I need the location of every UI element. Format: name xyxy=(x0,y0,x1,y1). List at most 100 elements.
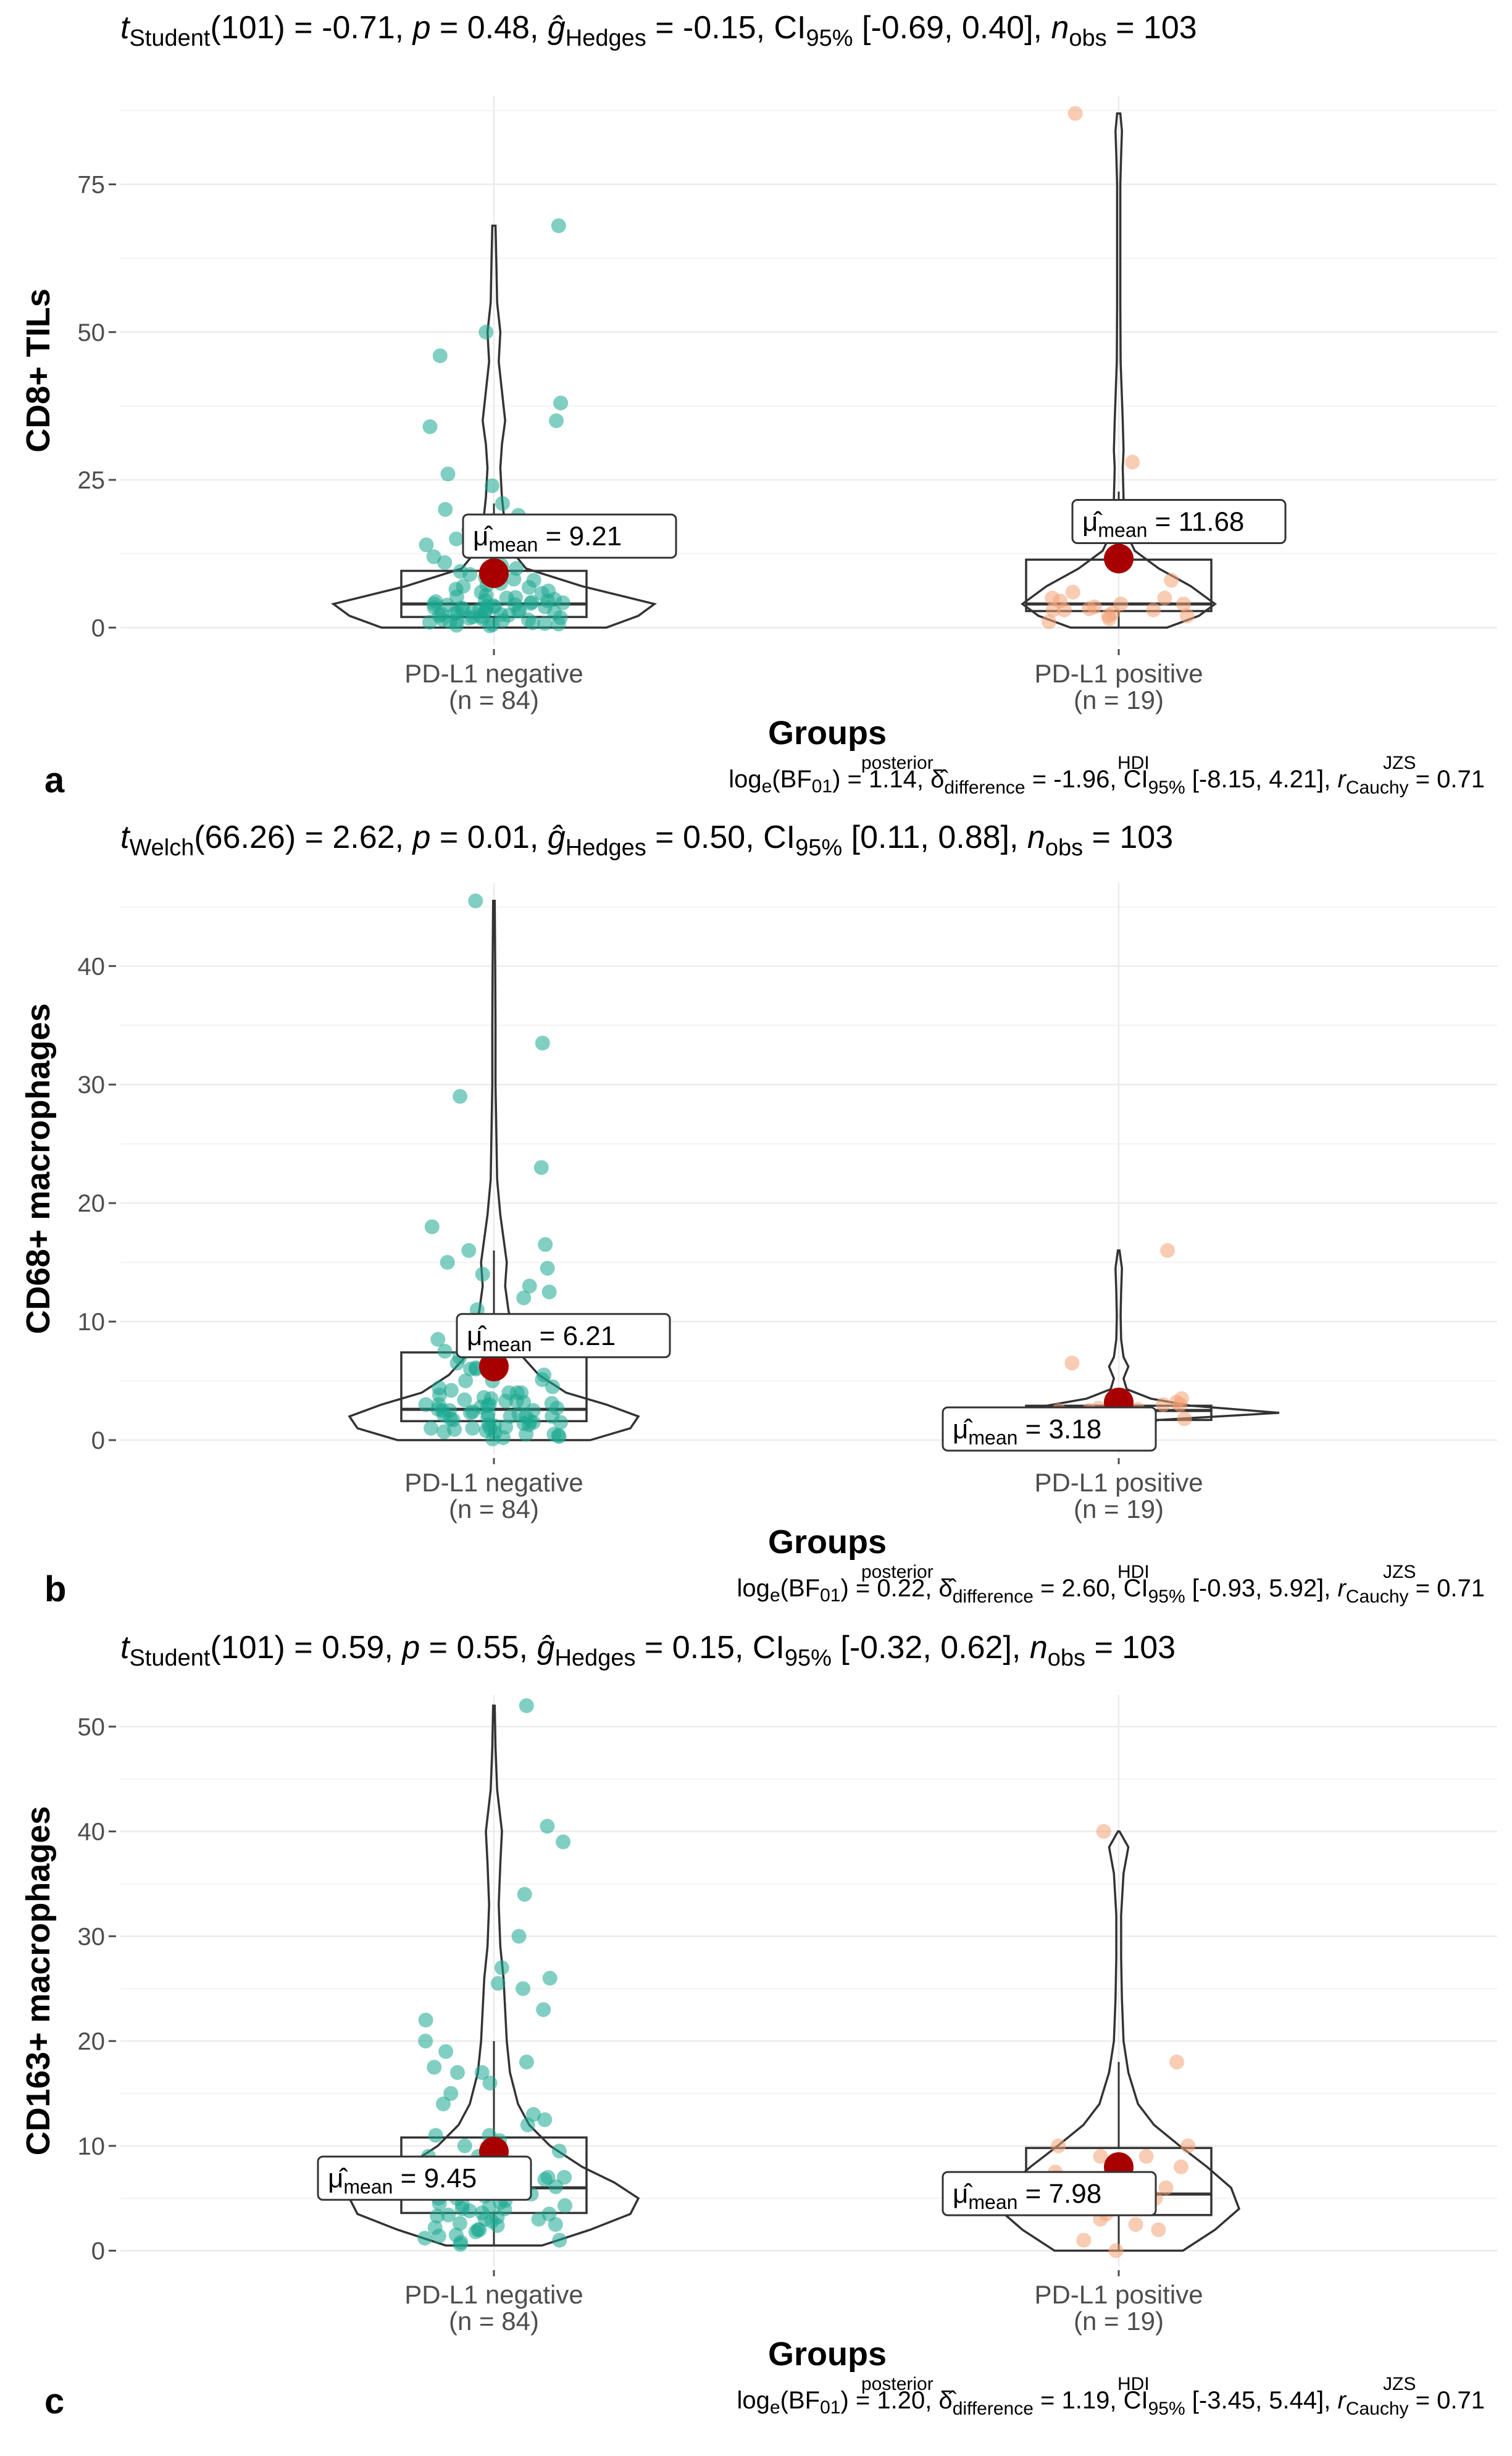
subtitle-eq: = xyxy=(420,1630,456,1666)
mean-value: 9.45 xyxy=(424,2163,477,2194)
data-point xyxy=(537,2172,553,2187)
data-point xyxy=(522,1278,537,1294)
mean-label-text: μ̂mean = 9.45 xyxy=(328,2163,477,2198)
mean-label: μ̂mean = 6.21 xyxy=(456,1313,671,1359)
group-positive: μ̂mean = 7.98 PD-L1 positive(n = 19) xyxy=(942,1824,1241,2336)
mean-point xyxy=(479,558,509,589)
subtitle-sep: , xyxy=(1009,819,1027,855)
data-point xyxy=(431,1397,446,1412)
data-point xyxy=(490,1976,506,1991)
mean-value: 6.21 xyxy=(563,1321,616,1351)
caption-eq: = xyxy=(1409,2387,1437,2414)
mean-label-box xyxy=(317,2155,532,2201)
mean-label-box xyxy=(942,2171,1157,2216)
subtitle-sep: , xyxy=(519,1630,537,1666)
subtitle-sep: , xyxy=(384,1630,402,1666)
data-point xyxy=(476,1389,491,1405)
data-point xyxy=(453,564,468,579)
subtitle-obs: obs xyxy=(1048,1645,1085,1671)
caption-hdi-value: [-3.45, 5.44] xyxy=(1192,2387,1324,2414)
equals-sign: = xyxy=(1017,2179,1048,2209)
mean-subscript: mean xyxy=(488,534,538,556)
caption-space xyxy=(1185,766,1192,793)
data-point xyxy=(1174,2159,1188,2174)
caption-cauchy: Cauchy xyxy=(1346,1586,1409,1607)
subtitle-t-value: 0.59 xyxy=(322,1630,384,1666)
subtitle-test-name: Welch xyxy=(129,835,194,861)
data-point xyxy=(424,1219,440,1234)
subtitle-ci-level: 95% xyxy=(785,1645,832,1671)
subtitle-paren-open: ( xyxy=(210,10,221,46)
subtitle-g-value: 0.15 xyxy=(672,1630,735,1666)
data-point xyxy=(1045,590,1060,606)
mean-value: 9.21 xyxy=(569,521,622,551)
caption-eq: = xyxy=(1409,766,1437,793)
data-point xyxy=(1108,2243,1124,2258)
data-point xyxy=(521,580,537,595)
caption-ci-sub: 95% xyxy=(1148,1586,1185,1607)
subtitle-eq: = xyxy=(1107,10,1143,46)
caption-eq: ) = xyxy=(832,766,869,793)
data-point xyxy=(1067,106,1083,121)
caption-cauchy: Cauchy xyxy=(1346,2399,1409,2419)
subtitle-p-value: 0.55 xyxy=(456,1630,519,1666)
data-point xyxy=(536,2002,551,2018)
y-tick-label: 75 xyxy=(78,172,106,199)
data-point xyxy=(463,1405,478,1420)
equals-sign: = xyxy=(538,521,569,551)
data-point xyxy=(440,1255,455,1270)
mean-label: μ̂mean = 7.98 xyxy=(942,2171,1157,2216)
equals-sign: = xyxy=(1147,507,1178,537)
data-point xyxy=(548,2179,564,2194)
data-point xyxy=(458,1373,474,1388)
subtitle-p: p xyxy=(412,819,431,855)
subtitle-paren-open: ( xyxy=(194,819,205,855)
subtitle-sep: , xyxy=(530,10,548,46)
subtitle-t: t xyxy=(120,1630,131,1666)
x-tick-label: PD-L1 negative xyxy=(404,659,583,688)
x-tick-count: (n = 19) xyxy=(1074,685,1164,715)
data-point xyxy=(443,1383,459,1398)
subtitle-n: n xyxy=(1030,1630,1048,1666)
subtitle-p-value: 0.01 xyxy=(467,819,530,855)
data-point xyxy=(553,395,569,411)
data-point xyxy=(443,2086,459,2101)
data-point xyxy=(551,2144,567,2159)
subtitle-eq: = xyxy=(646,819,683,855)
caption-log: log xyxy=(737,2387,770,2414)
subtitle-ci: , CI xyxy=(756,10,806,46)
mean-label: μ̂mean = 11.68 xyxy=(1071,499,1287,545)
caption-ci: , CI xyxy=(1109,2387,1148,2414)
data-point xyxy=(557,2169,572,2185)
y-tick-label: 50 xyxy=(78,319,106,346)
subtitle-t-value: 2.62 xyxy=(332,819,395,855)
panel-a: 0 25 50 75 CD8+ TILs μ̂mean = 9.21 PD-L1 negat… xyxy=(20,10,1497,800)
subtitle-p: p xyxy=(412,10,431,46)
subtitle-hedges: Hedges xyxy=(554,1645,635,1671)
data-point xyxy=(485,1431,501,1447)
x-tick-count: (n = 84) xyxy=(449,2307,539,2336)
mean-point xyxy=(1104,543,1134,574)
mean-label-box xyxy=(462,513,677,559)
x-tick-count: (n = 84) xyxy=(449,1494,539,1523)
data-point xyxy=(431,2228,446,2244)
data-point xyxy=(1093,2148,1108,2164)
caption-r: r xyxy=(1338,766,1347,793)
data-point xyxy=(1076,2232,1092,2248)
mean-label: μ̂mean = 9.21 xyxy=(462,513,677,559)
equals-sign: = xyxy=(1017,1414,1048,1444)
data-point xyxy=(1125,455,1140,470)
data-point xyxy=(509,1393,524,1409)
subtitle-g-value: -0.15 xyxy=(683,10,756,46)
group-positive: μ̂mean = 11.68 PD-L1 positive(n = 19) xyxy=(1021,106,1287,715)
caption-log-base: e xyxy=(770,2397,780,2418)
subtitle-hedges: Hedges xyxy=(566,835,646,861)
subtitle-ci-value: [-0.69, 0.40] xyxy=(862,10,1034,46)
data-point xyxy=(506,571,522,587)
group-negative: μ̂mean = 9.21 PD-L1 negative(n = 84) xyxy=(330,218,677,715)
x-tick-label: PD-L1 negative xyxy=(404,1468,583,1497)
subtitle-hedges: Hedges xyxy=(566,25,646,51)
data-point xyxy=(432,1380,447,1396)
caption-eq: ) = xyxy=(840,1575,877,1602)
data-point xyxy=(472,2222,487,2237)
